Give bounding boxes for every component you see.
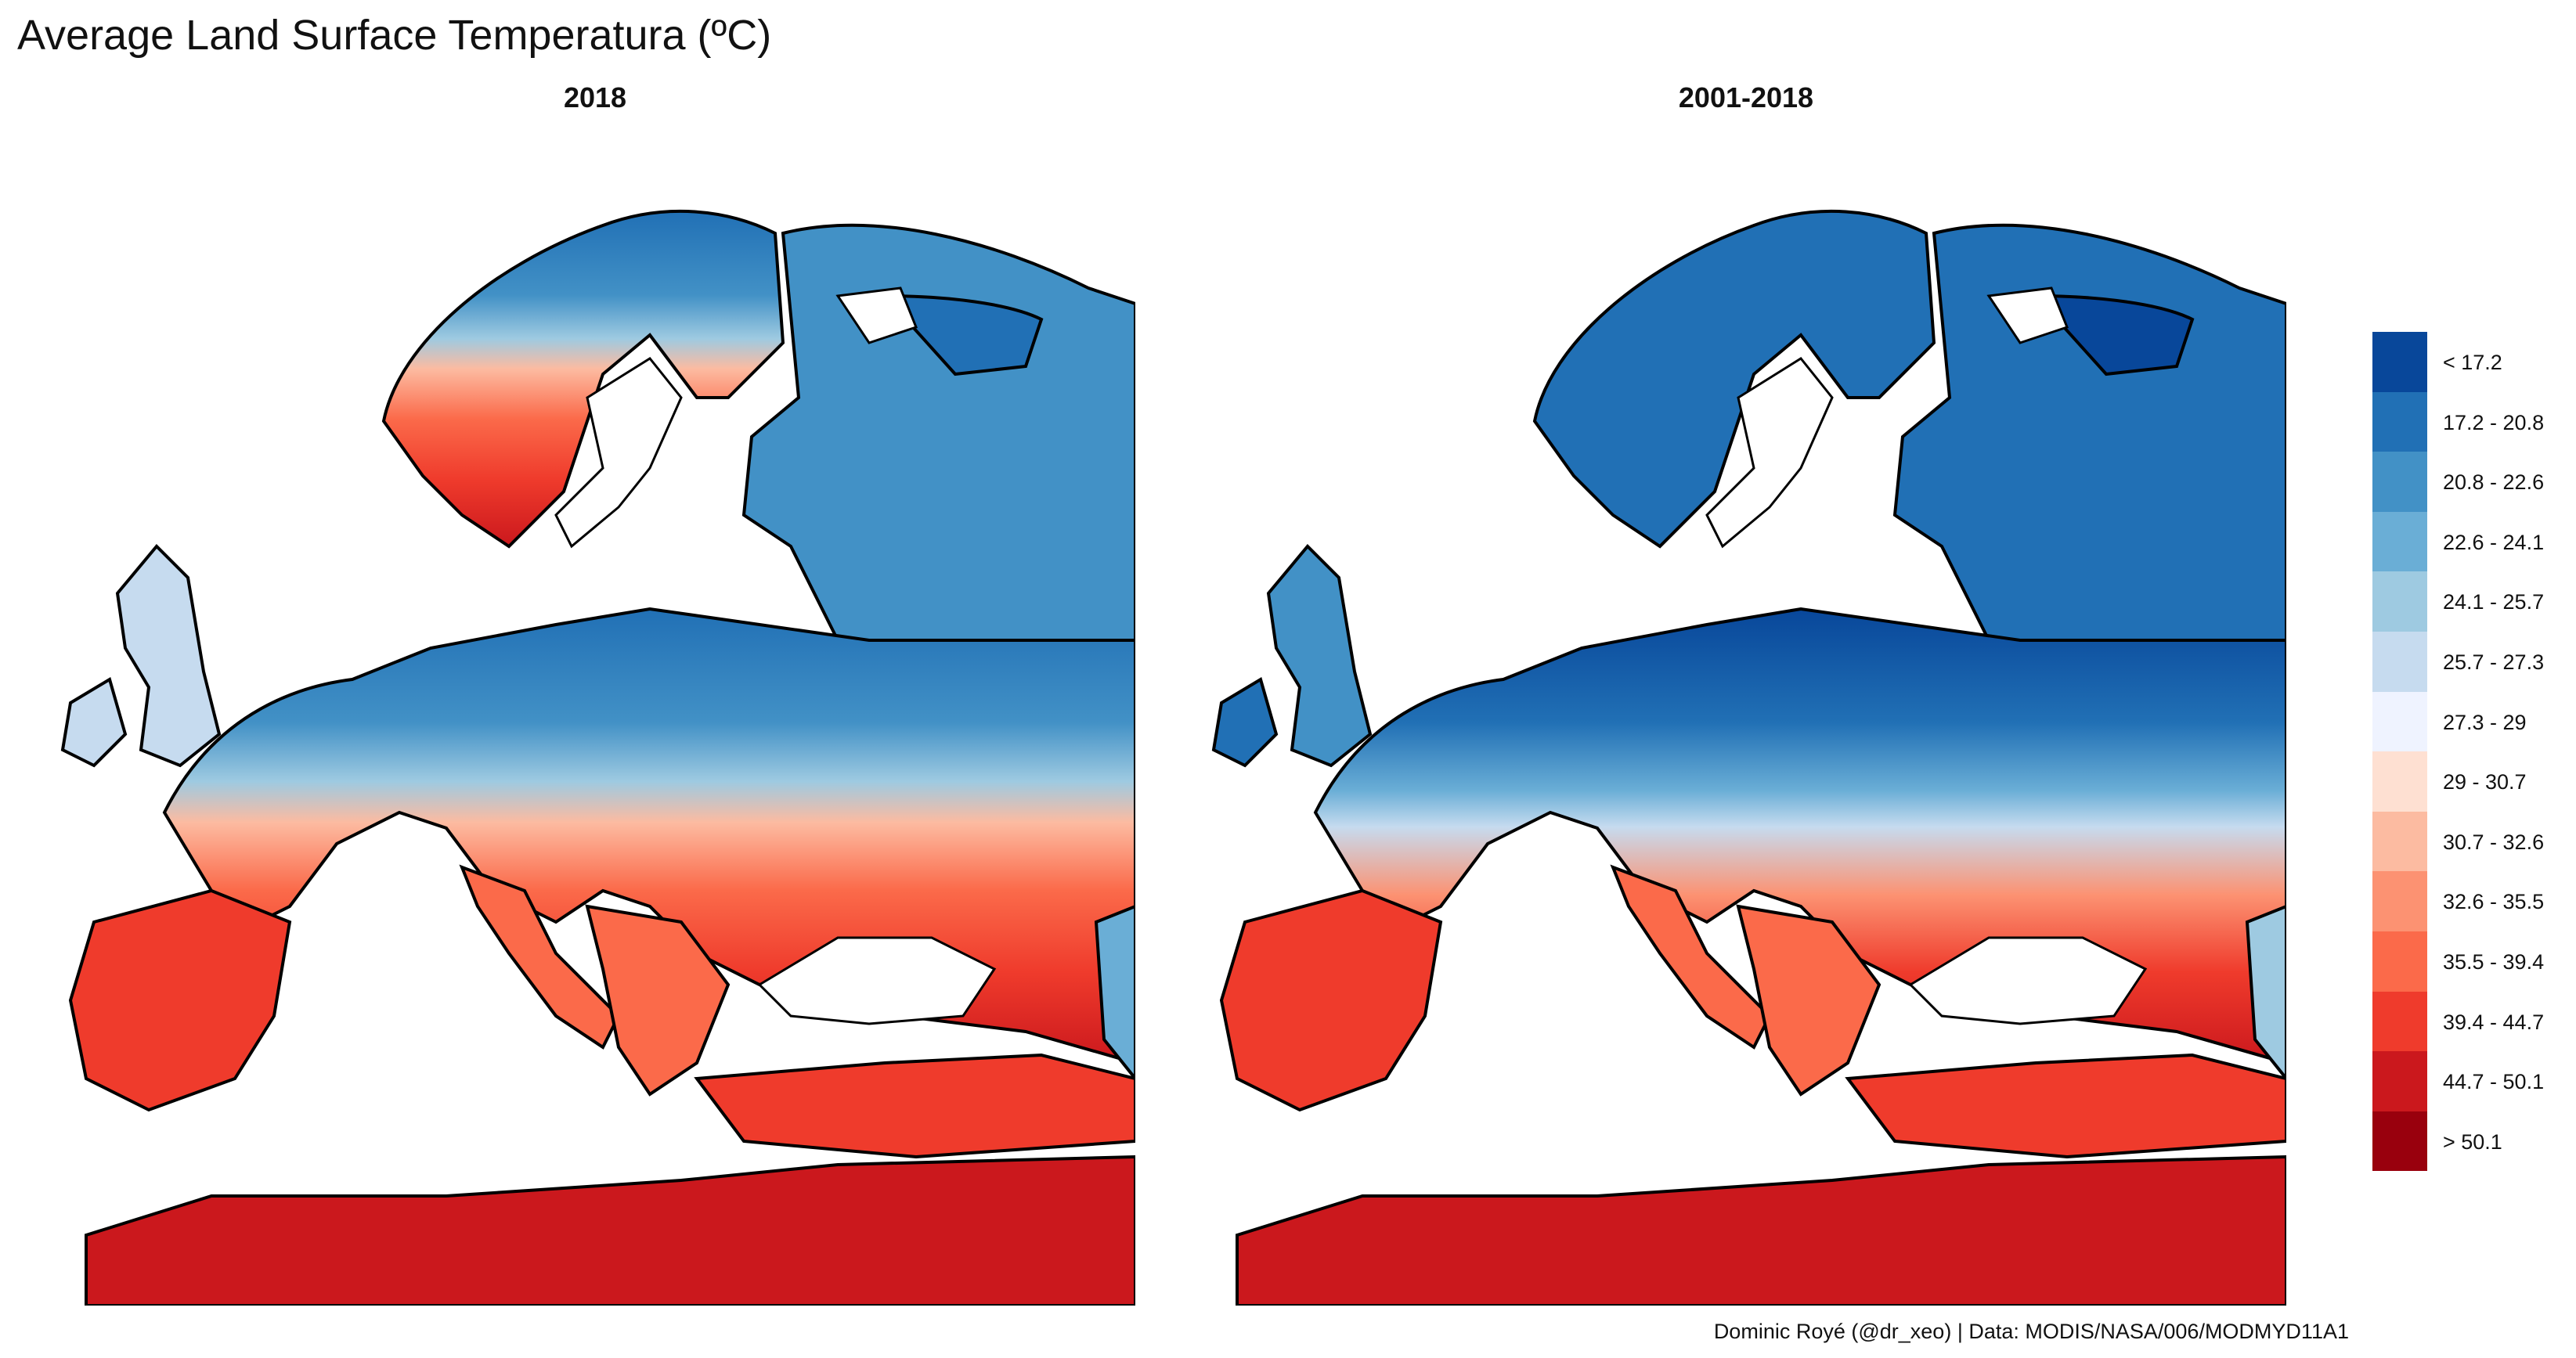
legend-item: 25.7 - 27.3 — [2372, 631, 2568, 692]
legend-swatch — [2372, 391, 2427, 452]
legend-label: 32.6 - 35.5 — [2443, 890, 2545, 914]
legend-swatch — [2372, 811, 2427, 872]
legend-item: 30.7 - 32.6 — [2372, 811, 2568, 872]
legend-item: > 50.1 — [2372, 1111, 2568, 1172]
water-bodies — [1705, 286, 2148, 1025]
legend-label: 27.3 - 29 — [2443, 710, 2527, 734]
legend-item: 29 - 30.7 — [2372, 751, 2568, 812]
legend-item: 27.3 - 29 — [2372, 691, 2568, 752]
legend-label: 24.1 - 25.7 — [2443, 590, 2545, 614]
legend-item: 39.4 - 44.7 — [2372, 991, 2568, 1052]
land-masses — [1211, 209, 2286, 1306]
legend-swatch — [2372, 691, 2427, 752]
legend-label: < 17.2 — [2443, 351, 2502, 374]
legend-swatch — [2372, 1111, 2427, 1172]
legend-label: 39.4 - 44.7 — [2443, 1010, 2545, 1034]
legend-item: 35.5 - 39.4 — [2372, 931, 2568, 992]
chart-title: Average Land Surface Temperatura (ºC) — [17, 12, 772, 59]
legend-label: 20.8 - 22.6 — [2443, 470, 2545, 495]
legend-label: 30.7 - 32.6 — [2443, 830, 2545, 854]
map-panel-2001-2018 — [1206, 139, 2286, 1306]
legend-label: 44.7 - 50.1 — [2443, 1070, 2545, 1094]
legend-label: 35.5 - 39.4 — [2443, 949, 2545, 974]
legend-item: 22.6 - 24.1 — [2372, 511, 2568, 572]
legend-item: 17.2 - 20.8 — [2372, 391, 2568, 452]
legend-swatch — [2372, 332, 2427, 392]
legend: < 17.2 17.2 - 20.8 20.8 - 22.6 22.6 - 24.1 2… — [2372, 332, 2568, 1172]
legend-item: 32.6 - 35.5 — [2372, 871, 2568, 931]
legend-swatch — [2372, 1051, 2427, 1111]
legend-item: 20.8 - 22.6 — [2372, 452, 2568, 512]
land-masses — [60, 209, 1135, 1306]
data-source-caption: Dominic Royé (@dr_xeo) | Data: MODIS/NAS… — [1713, 1320, 2349, 1343]
legend-item: 44.7 - 50.1 — [2372, 1051, 2568, 1111]
legend-label: 25.7 - 27.3 — [2443, 650, 2545, 674]
water-bodies — [554, 286, 997, 1025]
legend-swatch — [2372, 931, 2427, 992]
legend-swatch — [2372, 571, 2427, 632]
legend-label: 29 - 30.7 — [2443, 770, 2527, 794]
legend-swatch — [2372, 511, 2427, 572]
map-panel-2018 — [55, 139, 1135, 1306]
legend-swatch — [2372, 871, 2427, 931]
legend-swatch — [2372, 991, 2427, 1052]
legend-swatch — [2372, 751, 2427, 812]
legend-label: > 50.1 — [2443, 1129, 2502, 1154]
panel-title-2001-2018: 2001-2018 — [1678, 81, 1814, 113]
legend-label: 17.2 - 20.8 — [2443, 410, 2545, 434]
legend-item: < 17.2 — [2372, 332, 2568, 392]
legend-label: 22.6 - 24.1 — [2443, 530, 2545, 554]
legend-swatch — [2372, 631, 2427, 692]
panel-title-2018: 2018 — [563, 81, 627, 113]
legend-item: 24.1 - 25.7 — [2372, 571, 2568, 632]
legend-swatch — [2372, 452, 2427, 512]
